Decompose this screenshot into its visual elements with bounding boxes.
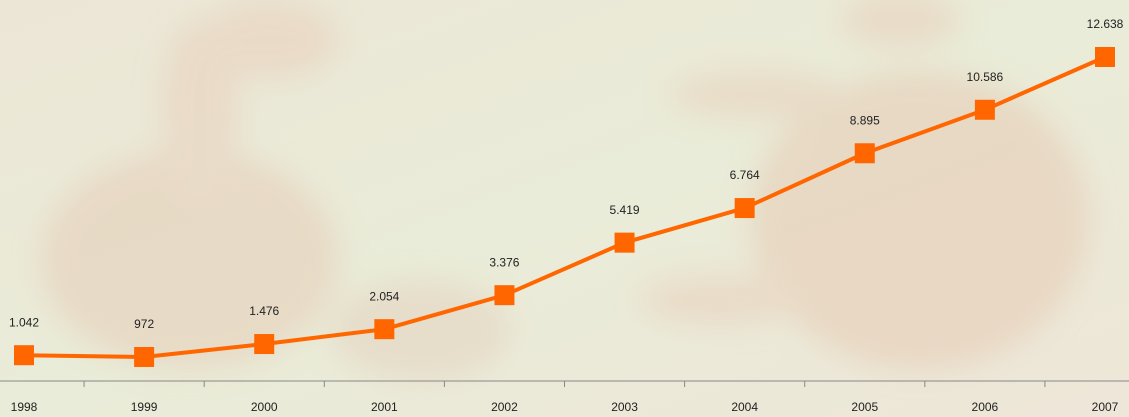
data-label: 10.586 — [967, 70, 1004, 84]
data-label: 1.476 — [249, 304, 279, 318]
x-tick-label: 2006 — [972, 400, 999, 414]
x-tick-label: 2000 — [251, 400, 278, 414]
data-label: 2.054 — [369, 289, 399, 303]
series-line — [23, 55, 1106, 360]
x-tick-label: 2001 — [371, 400, 398, 414]
point-marker — [494, 285, 515, 306]
x-tick-label: 2004 — [731, 400, 758, 414]
x-tick-label: 2003 — [611, 400, 638, 414]
point-marker — [974, 99, 995, 120]
x-tick-label: 2005 — [851, 400, 878, 414]
point-marker — [254, 334, 275, 355]
point-marker — [14, 345, 34, 366]
point-marker — [374, 319, 395, 340]
data-label: 1.042 — [9, 315, 39, 329]
data-label: 972 — [134, 317, 154, 331]
data-label: 12.638 — [1087, 17, 1124, 31]
x-tick-label: 1998 — [11, 400, 38, 414]
data-label: 5.419 — [610, 203, 640, 217]
data-label: 8.895 — [850, 113, 880, 127]
data-label: 3.376 — [489, 255, 519, 269]
point-marker — [854, 143, 875, 164]
x-tick-label: 2007 — [1092, 400, 1119, 414]
point-marker — [614, 232, 635, 253]
point-marker — [734, 198, 755, 219]
x-tick-label: 2002 — [491, 400, 518, 414]
data-label: 6.764 — [730, 168, 760, 182]
point-marker — [134, 347, 155, 368]
point-marker — [1095, 47, 1115, 67]
x-tick-label: 1999 — [131, 400, 158, 414]
background-hands — [40, 0, 1090, 380]
